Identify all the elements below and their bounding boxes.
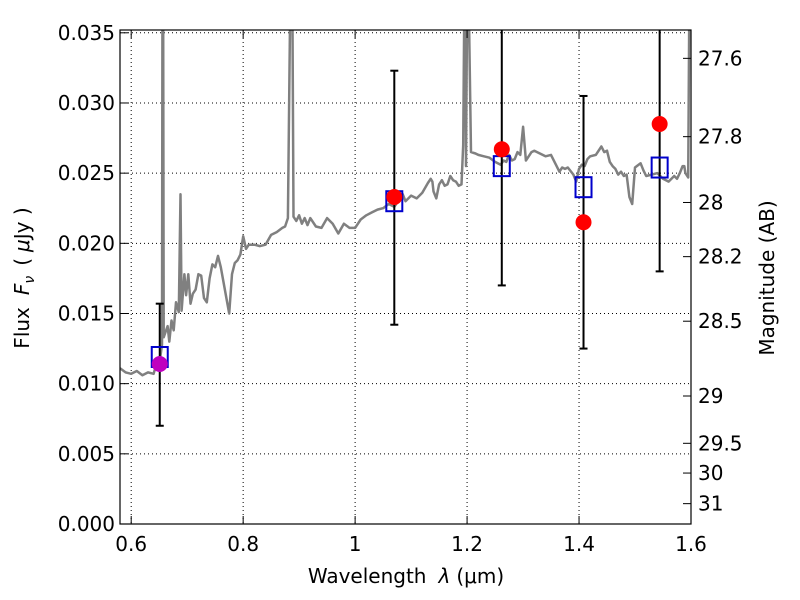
y-tick-label: 0.035 (58, 21, 115, 45)
y2-tick-label: 28.5 (698, 309, 743, 333)
y2-axis-label: Magnitude (AB) (755, 200, 779, 355)
y-tick-label: 0.010 (58, 372, 115, 396)
y2-tick-label: 27.6 (698, 46, 743, 70)
y2-tick-label: 30 (698, 461, 723, 485)
model-photometry-square (574, 176, 593, 199)
x-axis-label: Wavelength λ (μm) (308, 564, 504, 588)
grid (120, 30, 691, 524)
x-tick-label: 0.8 (227, 532, 259, 556)
spectrum-layer (120, 30, 691, 377)
x-tick-label: 1.2 (451, 532, 483, 556)
observed-photometry-point (575, 214, 592, 231)
x-tick-label: 1 (349, 532, 362, 556)
observed-photometry-point (386, 189, 403, 206)
y2-tick-label: 29.5 (698, 431, 743, 455)
y2-tick-label: 29 (698, 384, 723, 408)
y2-tick-label: 27.8 (698, 125, 743, 149)
y-axis-label: FluxFν(μJy ) (10, 207, 38, 348)
y-tick-label: 0.030 (58, 91, 115, 115)
y-tick-label: 0.000 (58, 512, 115, 536)
y-tick-label: 0.020 (58, 231, 115, 255)
observed-photometry-point (493, 141, 510, 158)
square-layer (150, 155, 669, 368)
observed-photometry-point (151, 356, 168, 373)
x-tick-label: 1.4 (563, 532, 595, 556)
ticks-layer: 0.6 0.8 1 1.2 1.4 1.6 0.000 0.005 0.010 0.015 0.02… (58, 21, 743, 556)
x-tick-label: 0.6 (115, 532, 147, 556)
model-photometry-square (650, 156, 669, 179)
point-layer (151, 116, 668, 373)
observed-photometry-point (651, 116, 668, 133)
axes-frame (119, 29, 692, 525)
y2-tick-label: 28 (698, 190, 723, 214)
spectrum-line (120, 30, 691, 377)
y2-tick-label: 31 (698, 492, 723, 516)
y-tick-label: 0.005 (58, 442, 115, 466)
plot-frame (119, 29, 692, 525)
y-tick-label: 0.025 (58, 161, 115, 185)
y2-tick-label: 28.2 (698, 245, 743, 269)
x-tick-label: 1.6 (675, 532, 707, 556)
y-tick-label: 0.015 (58, 301, 115, 325)
